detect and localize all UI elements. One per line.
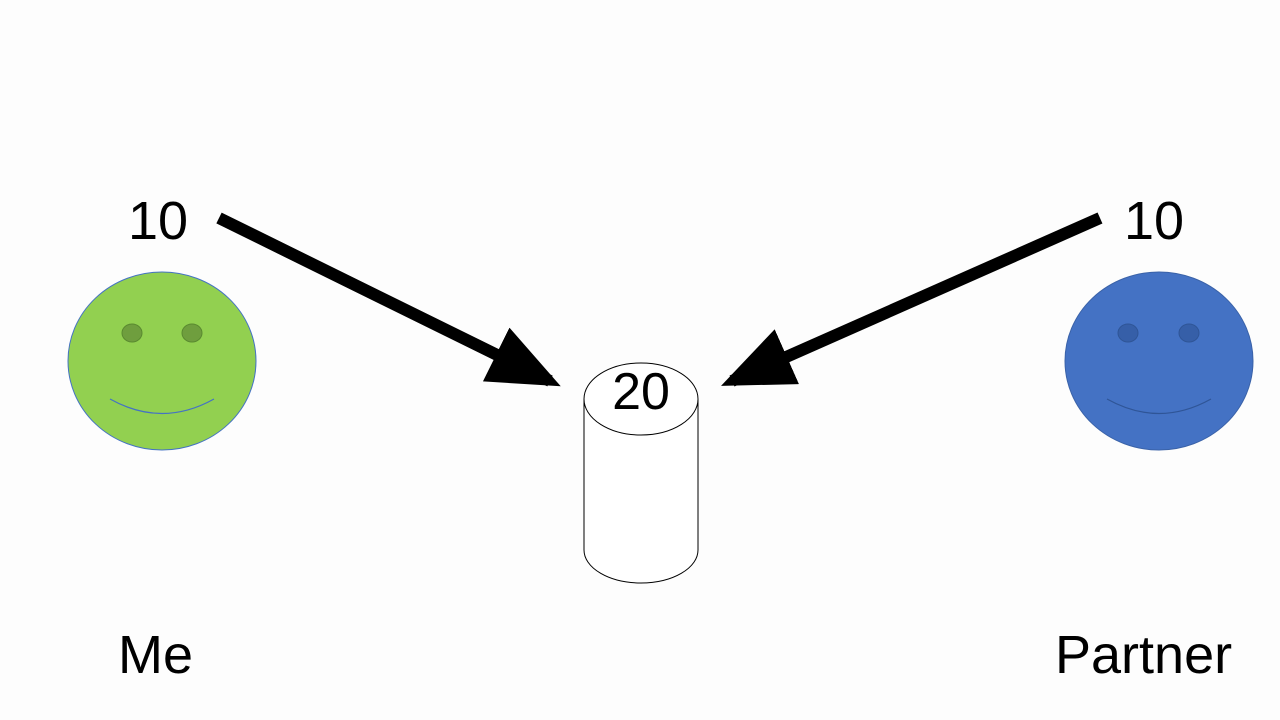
me-smiley-face-icon: [67, 271, 257, 451]
partner-face: [1064, 271, 1254, 451]
me-left-eye: [121, 323, 143, 343]
pot-cylinder-icon: [583, 362, 699, 584]
me-face: [67, 271, 257, 451]
me-right-eye: [181, 323, 203, 343]
pot-cylinder-body: [583, 399, 699, 584]
partner-contribution-amount: 10: [1124, 191, 1185, 251]
partner-smile: [1106, 398, 1212, 414]
me-label: Me: [118, 625, 194, 685]
me-contribution-amount: 10: [128, 191, 189, 251]
partner-to-pot-arrow-icon: [721, 212, 1103, 387]
partner-left-eye: [1117, 323, 1139, 343]
partner-label: Partner: [1055, 625, 1233, 685]
pot-total-amount: 20: [612, 363, 670, 421]
me-smile: [109, 398, 215, 414]
me-to-pot-arrow-icon: [216, 212, 561, 387]
pot-cylinder-top: [583, 362, 699, 436]
partner-right-eye: [1178, 323, 1200, 343]
partner-smiley-face-icon: [1064, 271, 1254, 451]
